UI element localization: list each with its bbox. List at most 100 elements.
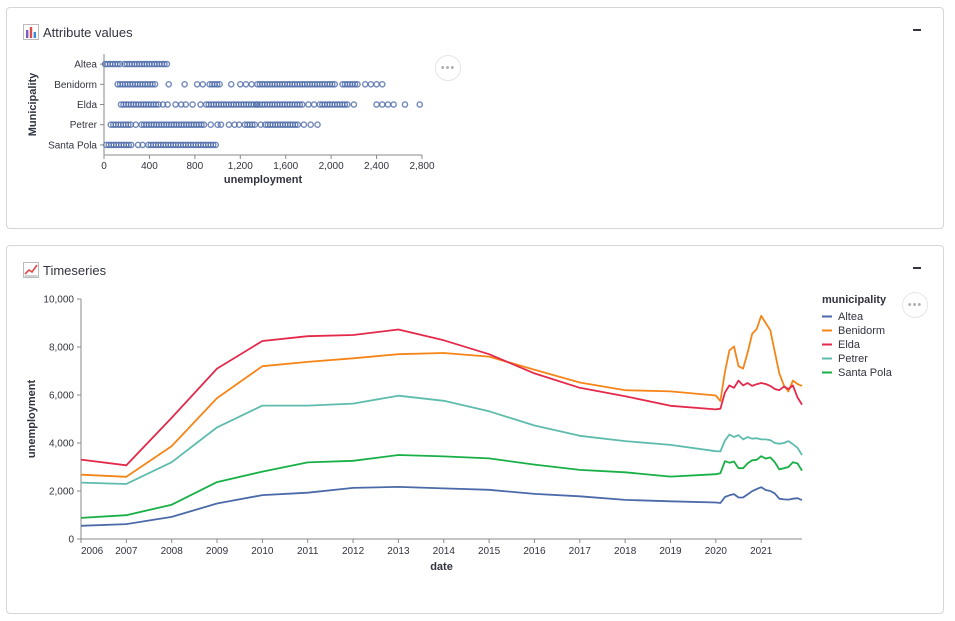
x-tick-label: 1,200: [228, 161, 253, 172]
attribute-values-header[interactable]: Attribute values: [23, 22, 133, 42]
x-tick-label: 2019: [659, 546, 682, 557]
data-point: [235, 121, 243, 128]
data-point: [227, 81, 235, 88]
x-tick-label: 2021: [750, 546, 773, 557]
data-point: [125, 121, 132, 128]
minus-icon: [913, 267, 921, 269]
data-point: [291, 121, 299, 128]
x-tick-label: 2011: [297, 546, 319, 557]
data-point: [198, 121, 205, 128]
data-point: [249, 121, 256, 128]
data-point: [294, 121, 302, 128]
data-point: [139, 141, 146, 149]
x-tick-label: 2013: [387, 546, 410, 557]
chart-actions-button-attribute[interactable]: •••: [435, 55, 461, 81]
data-point: [213, 81, 221, 88]
y-tick-label: 4,000: [49, 439, 74, 450]
data-point: [189, 101, 196, 108]
data-point: [257, 121, 265, 128]
data-point: [250, 101, 257, 108]
minus-icon: [913, 29, 921, 31]
data-point: [378, 81, 386, 88]
data-point: [149, 81, 156, 88]
data-point: [310, 101, 318, 108]
legend-title: municipality: [822, 294, 887, 306]
x-tick-label: 1,600: [273, 161, 298, 172]
timeseries-header[interactable]: Timeseries: [23, 260, 106, 280]
x-tick-label: 2006: [81, 546, 104, 557]
x-tick-label: 2017: [569, 546, 592, 557]
data-point: [151, 81, 159, 88]
data-point: [373, 81, 380, 88]
data-point: [384, 101, 392, 108]
data-point: [390, 101, 397, 108]
line-chart-icon: [23, 262, 39, 278]
timeseries-line-chart: 0 2,000 4,000 6,000 8,000 10,000 2006 2007 2008 2…: [26, 294, 893, 573]
data-point: [216, 81, 223, 88]
data-point: [225, 121, 233, 128]
data-point: [116, 60, 124, 68]
series-line-altea: [80, 485, 803, 527]
data-point: [236, 81, 244, 88]
data-point: [296, 101, 304, 108]
y-tick-label: Santa Pola: [48, 140, 97, 151]
legend-item-petrer: Petrer: [822, 353, 868, 365]
attribute-values-panel: Attribute values 0 400 800 1,200 1,600 2,000 2…: [6, 7, 944, 229]
data-point: [378, 101, 386, 108]
data-point: [209, 141, 217, 149]
data-point: [350, 101, 358, 108]
y-tick-label: Altea: [74, 60, 97, 71]
more-horizontal-icon: •••: [440, 62, 456, 74]
y-tick-label: 10,000: [43, 295, 74, 306]
data-point: [181, 81, 188, 88]
x-tick-label: 2016: [523, 546, 546, 557]
data-point: [214, 121, 221, 128]
x-tick-label: 2,000: [319, 161, 344, 172]
data-point: [251, 121, 259, 128]
x-tick-label: 2009: [206, 546, 229, 557]
data-point: [307, 121, 315, 128]
data-point: [242, 81, 250, 88]
data-point: [361, 81, 369, 88]
y-tick-label: 2,000: [49, 487, 74, 498]
collapse-timeseries-button[interactable]: [909, 260, 925, 276]
data-point: [165, 81, 173, 88]
data-point: [367, 81, 375, 88]
data-point: [351, 81, 359, 88]
y-tick-label: 6,000: [49, 391, 74, 402]
legend-label: Elda: [838, 339, 861, 351]
x-tick-label: 2007: [115, 546, 138, 557]
x-tick-label: 2020: [705, 546, 728, 557]
y-axis-title: unemployment: [26, 380, 38, 459]
points-elda: [117, 101, 424, 108]
data-point: [197, 101, 204, 108]
data-point: [132, 121, 140, 128]
x-tick-label: 0: [101, 161, 107, 172]
y-tick-label: 8,000: [49, 343, 74, 354]
x-tick-label: 2,800: [409, 161, 434, 172]
data-point: [163, 60, 171, 68]
data-point: [354, 81, 361, 88]
collapse-attribute-button[interactable]: [909, 22, 925, 38]
data-point: [341, 101, 349, 108]
legend-label: Petrer: [838, 353, 868, 365]
x-axis-title: unemployment: [224, 174, 303, 186]
chart-actions-button-timeseries[interactable]: •••: [902, 292, 928, 318]
x-tick-label: 2018: [614, 546, 637, 557]
data-point: [172, 101, 179, 108]
legend-item-elda: Elda: [822, 339, 861, 351]
x-tick-label: 800: [187, 161, 204, 172]
x-tick-label: 2012: [342, 546, 365, 557]
y-tick-label: Benidorm: [54, 80, 97, 91]
data-point: [248, 81, 255, 88]
attribute-values-title: Attribute values: [43, 24, 133, 40]
more-horizontal-icon: •••: [907, 299, 923, 311]
data-point: [152, 101, 160, 108]
legend-item-benidorm: Benidorm: [822, 325, 885, 337]
data-point: [125, 141, 133, 149]
legend-label: Benidorm: [838, 325, 885, 337]
timeseries-panel: Timeseries 0 2,000 4,000 6,000 8,000 10,000 20…: [6, 245, 944, 614]
y-tick-label: Petrer: [70, 120, 98, 131]
x-tick-label: 2,400: [364, 161, 389, 172]
x-tick-label: 400: [141, 161, 158, 172]
